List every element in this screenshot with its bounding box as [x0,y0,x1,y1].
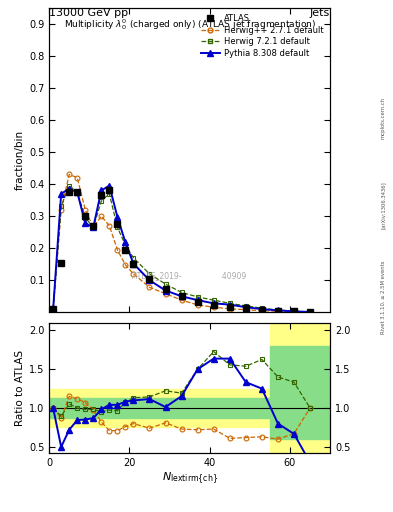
Text: ATLAS_2019-                 40909: ATLAS_2019- 40909 [132,271,247,280]
Text: mcplots.cern.ch: mcplots.cern.ch [381,97,386,139]
Text: Jets: Jets [310,8,330,18]
Text: 13000 GeV pp: 13000 GeV pp [49,8,128,18]
Y-axis label: Ratio to ATLAS: Ratio to ATLAS [15,350,25,426]
Text: Multiplicity $\lambda_0^0$ (charged only) (ATLAS jet fragmentation): Multiplicity $\lambda_0^0$ (charged only… [64,17,316,32]
Text: Rivet 3.1.10, ≥ 2.5M events: Rivet 3.1.10, ≥ 2.5M events [381,260,386,334]
X-axis label: $N_{\mathrm{lextirm\{ch\}}}$: $N_{\mathrm{lextirm\{ch\}}}$ [162,471,218,487]
Text: [arXiv:1306.3436]: [arXiv:1306.3436] [381,181,386,229]
Y-axis label: fraction/bin: fraction/bin [15,130,25,190]
Legend: ATLAS, Herwig++ 2.7.1 default, Herwig 7.2.1 default, Pythia 8.308 default: ATLAS, Herwig++ 2.7.1 default, Herwig 7.… [199,12,326,60]
